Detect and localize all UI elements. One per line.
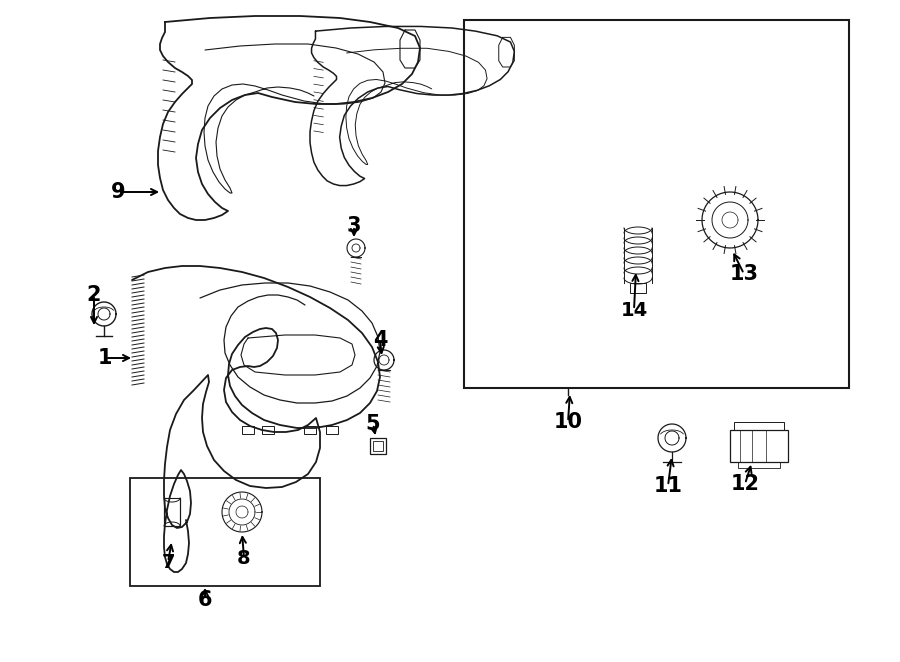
Bar (464, 20, 849, 388)
Text: 5: 5 (365, 414, 381, 434)
Text: 8: 8 (238, 549, 251, 567)
Text: 4: 4 (373, 330, 387, 350)
Bar (374, 441, 382, 451)
Bar (370, 438, 386, 454)
Text: 1: 1 (98, 348, 112, 368)
Text: 13: 13 (730, 264, 759, 284)
Text: 10: 10 (554, 412, 582, 432)
Bar (130, 478, 320, 586)
Text: 3: 3 (346, 216, 361, 236)
Text: 6: 6 (198, 590, 212, 610)
Bar (326, 426, 338, 434)
Bar (242, 426, 254, 434)
Text: 7: 7 (161, 553, 175, 571)
Bar (630, 283, 646, 293)
Bar (734, 422, 784, 430)
Bar (730, 430, 788, 462)
Bar (164, 498, 180, 526)
Text: 2: 2 (86, 285, 102, 305)
Text: 12: 12 (731, 474, 760, 494)
Bar (738, 462, 780, 468)
Text: 9: 9 (111, 182, 125, 202)
Text: 11: 11 (653, 476, 682, 496)
Bar (262, 426, 274, 434)
Bar (304, 426, 316, 434)
Text: 14: 14 (620, 301, 648, 320)
